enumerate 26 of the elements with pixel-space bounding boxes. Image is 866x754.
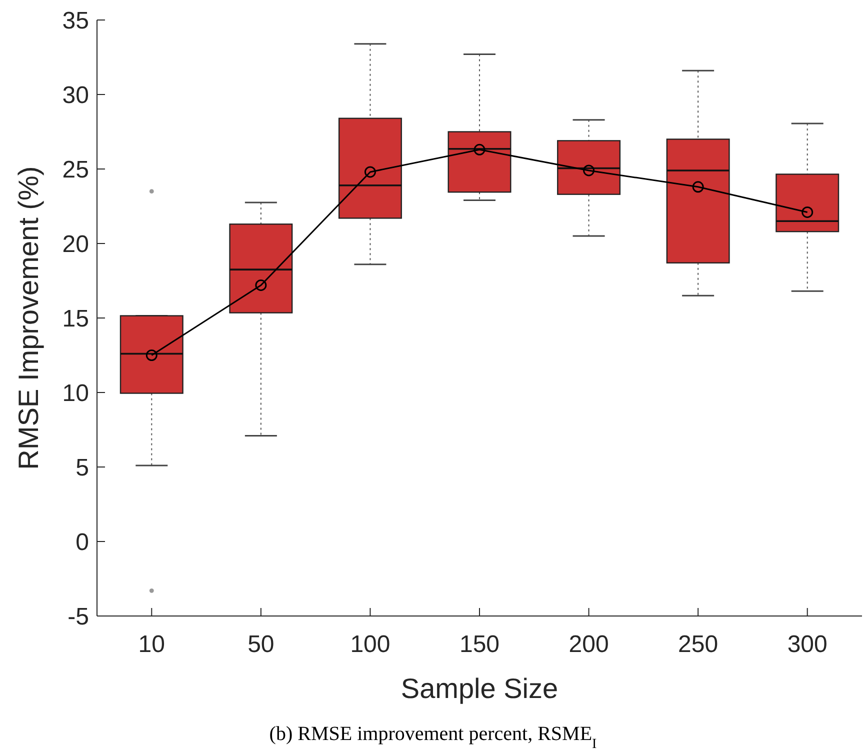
y-tick-label: 30 <box>62 82 89 109</box>
point <box>146 350 158 361</box>
x-tick-label: 150 <box>459 631 500 658</box>
y-tick-label: 25 <box>62 156 89 184</box>
y-axis-title: RMSE Improvement (%) <box>13 166 44 470</box>
x-axis-title: Sample Size <box>400 673 558 704</box>
y-tick-label: 35 <box>62 7 89 34</box>
point <box>364 166 376 178</box>
x-tick-label: 250 <box>678 631 718 658</box>
x-tick-label: 200 <box>568 631 609 658</box>
y-tick-label: 20 <box>62 230 89 258</box>
x-tick-label: 10 <box>138 631 165 658</box>
y-tick-label: 5 <box>76 454 89 482</box>
x-tick-label: 50 <box>248 631 274 658</box>
point <box>692 181 704 193</box>
y-tick-label: 10 <box>62 380 89 407</box>
y-tick-label: -5 <box>68 603 89 630</box>
x-tick-label: 300 <box>787 631 828 658</box>
point <box>802 206 814 218</box>
point <box>255 279 267 291</box>
x-tick-label: 100 <box>350 631 390 658</box>
y-tick-label: 0 <box>76 528 89 556</box>
point <box>583 164 595 176</box>
point <box>474 144 486 156</box>
y-tick-label: 15 <box>62 305 89 332</box>
text: (b) RMSE improvement percent, RSME$_{I}$ <box>269 723 598 752</box>
